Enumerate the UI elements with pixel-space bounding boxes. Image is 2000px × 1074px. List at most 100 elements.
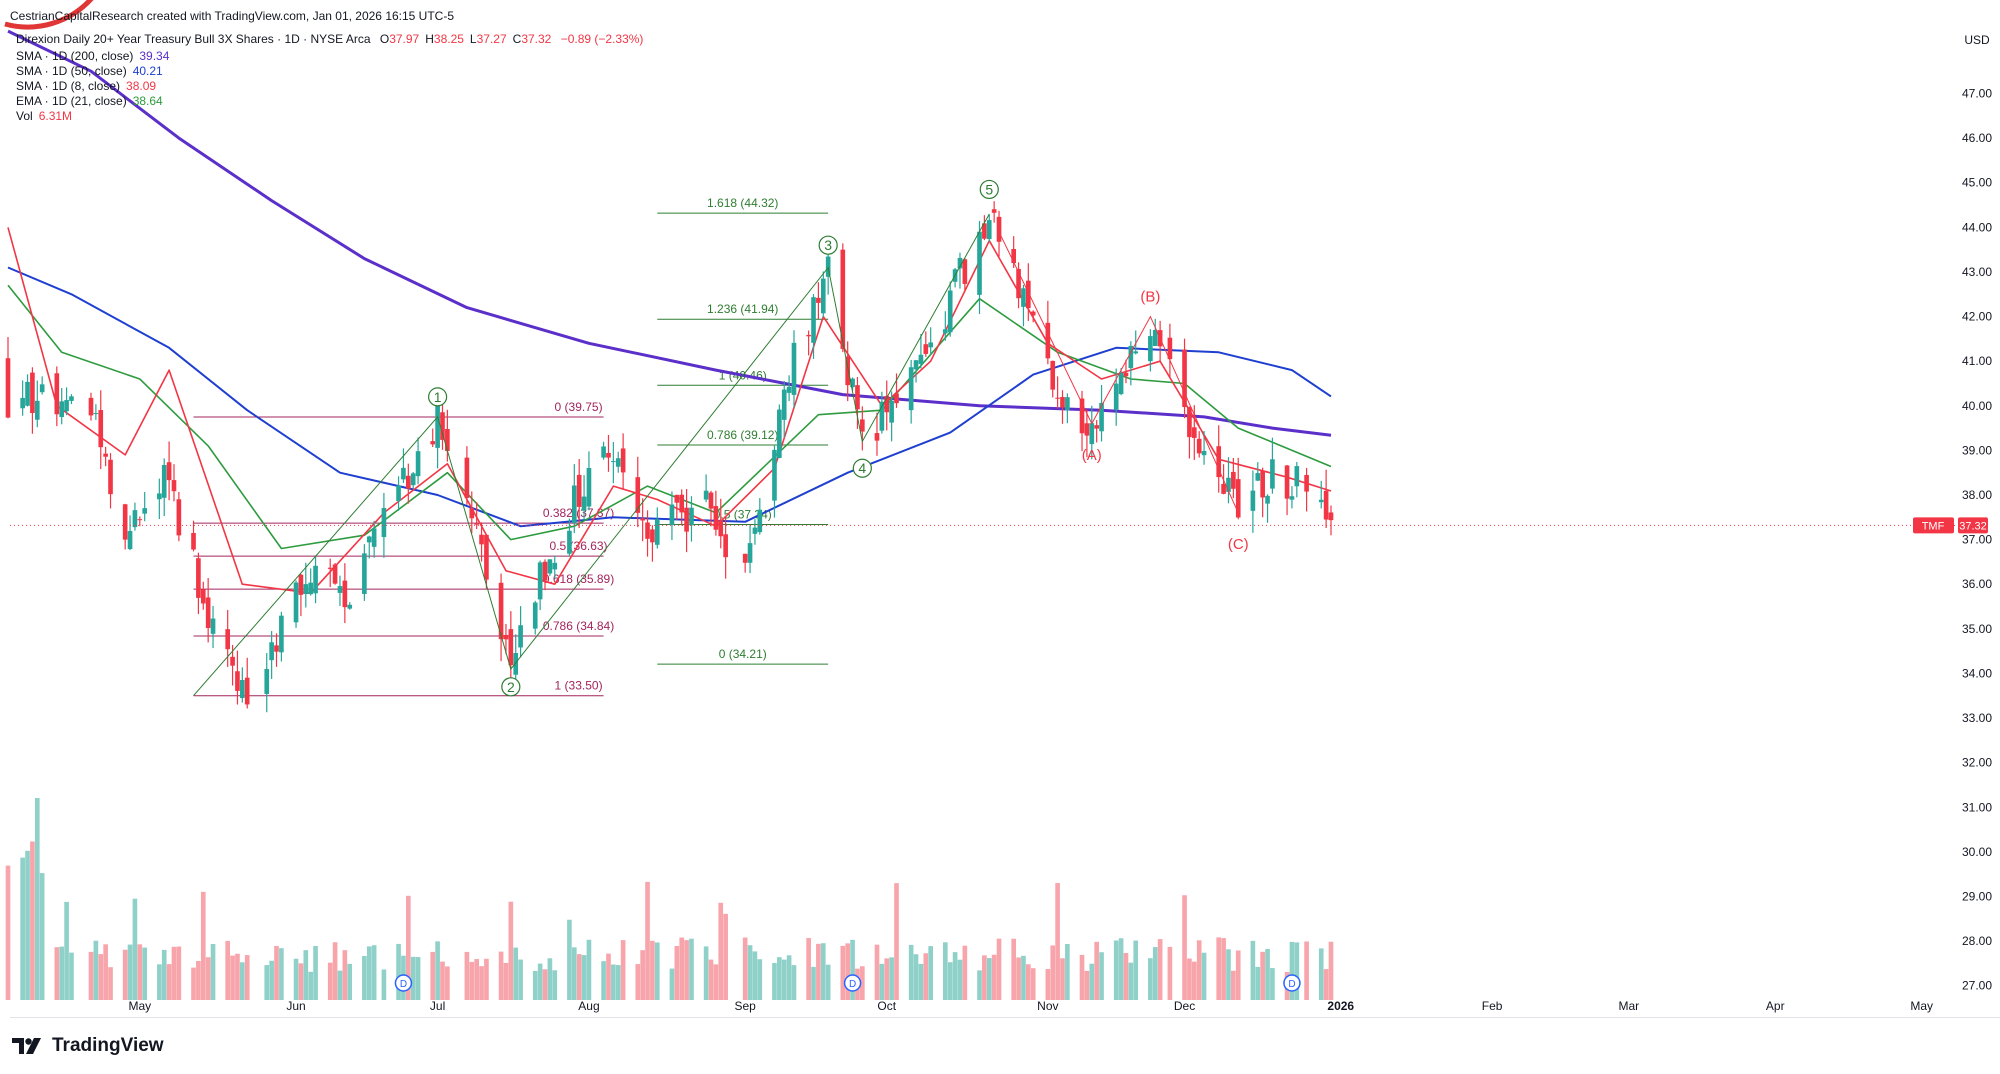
volume-bar xyxy=(791,965,797,1000)
time-axis-label: Dec xyxy=(1174,999,1195,1013)
price-axis[interactable]: USD 47.00 46.00 45.00 44.00 43.00 42.00 41.00 40… xyxy=(1913,0,2000,1018)
volume-bar xyxy=(586,939,592,1000)
fib-retracements: 0 (39.75)0.382 (37.37)0.5 (36.63)0.618 (… xyxy=(193,196,829,697)
volume-bar xyxy=(645,881,650,1000)
candle xyxy=(645,522,650,539)
candle xyxy=(1128,345,1134,369)
volume-bar xyxy=(1045,969,1051,1000)
volume-bar xyxy=(293,958,299,1000)
volume-bar xyxy=(650,940,655,1000)
wave-label-circle xyxy=(852,458,872,478)
candle xyxy=(806,334,811,337)
volume-bar xyxy=(825,964,831,1000)
volume-bar xyxy=(1196,940,1202,1000)
candle xyxy=(860,419,865,432)
volume-bar xyxy=(191,967,196,1000)
volume-bar xyxy=(547,958,553,1000)
time-axis-label: May xyxy=(128,999,151,1013)
correction-wave-path xyxy=(998,231,1239,514)
indicator-row[interactable]: SMA · 1D (200, close) 39.34 xyxy=(16,49,169,64)
candle xyxy=(1011,248,1016,264)
indicator-row[interactable]: Vol 6.31M xyxy=(16,109,72,124)
indicator-label: SMA · 1D (50, close) xyxy=(16,64,127,78)
volume-bar xyxy=(718,902,724,1000)
candle xyxy=(889,400,894,423)
candle xyxy=(5,358,11,418)
candle xyxy=(1079,398,1085,434)
candle xyxy=(713,506,719,530)
volume-bar xyxy=(362,956,367,1000)
candle xyxy=(142,508,148,514)
candle xyxy=(542,561,548,581)
volume-bar xyxy=(806,938,811,1000)
volume-bar xyxy=(571,947,577,1000)
candle xyxy=(601,446,606,458)
price-axis-tick: 32.00 xyxy=(1962,756,1992,770)
candle xyxy=(991,209,997,213)
dividend-marker[interactable] xyxy=(394,974,413,992)
volume-bar xyxy=(410,956,416,1000)
volume-bar xyxy=(308,971,313,1000)
volume-bar xyxy=(957,959,963,1000)
volume-bar xyxy=(371,945,377,1000)
volume-bar xyxy=(913,954,919,1000)
candle xyxy=(1118,373,1124,395)
dividend-marker[interactable] xyxy=(1283,974,1301,992)
ohlc-key: C xyxy=(512,32,522,46)
volume-bar xyxy=(508,901,514,1000)
candle xyxy=(240,680,245,699)
candle xyxy=(977,231,982,295)
volume-bar xyxy=(88,951,94,1000)
dividend-marker[interactable] xyxy=(843,974,862,992)
candle xyxy=(1265,495,1270,504)
candle xyxy=(1094,425,1099,429)
volume-bar xyxy=(654,942,660,1000)
volume-bar xyxy=(943,942,948,1000)
candle xyxy=(137,519,143,521)
candle xyxy=(1323,490,1329,520)
volume-bar xyxy=(59,946,65,1000)
volume-bar xyxy=(498,951,504,1000)
wave-label-circle xyxy=(818,235,838,255)
candle xyxy=(279,615,284,653)
volume-bar xyxy=(1157,939,1163,1000)
volume-bar xyxy=(69,952,74,1000)
indicator-row[interactable]: SMA · 1D (50, close) 40.21 xyxy=(16,64,163,79)
symbol-title: Direxion Daily 20+ Year Treasury Bull 3X… xyxy=(16,32,371,46)
tradingview-logo[interactable]: TradingView xyxy=(12,1035,164,1057)
candle xyxy=(464,457,470,498)
volume-bar xyxy=(606,953,611,1000)
candle xyxy=(108,459,113,495)
price-axis-tick: 38.00 xyxy=(1962,488,1992,502)
time-axis[interactable]: May Jun Jul Aug Sep Oct Nov Dec 2026 Feb Mar Apr May xyxy=(128,999,1933,1013)
volume-bar xyxy=(171,946,177,1000)
wave-label: (A) xyxy=(1082,447,1102,464)
candle xyxy=(816,297,821,303)
candle xyxy=(39,384,45,393)
volume-bar xyxy=(1011,938,1016,1000)
volume-bar xyxy=(894,883,899,1000)
price-axis-tick: 28.00 xyxy=(1962,934,1992,948)
candle xyxy=(200,589,206,604)
candle xyxy=(982,223,987,239)
price-axis-tick: 27.00 xyxy=(1962,979,1992,993)
volume-bar xyxy=(1289,941,1295,1000)
tradingview-logo-text: TradingView xyxy=(52,1035,164,1056)
volume-bar xyxy=(1260,951,1265,1000)
indicator-row[interactable]: SMA · 1D (8, close) 38.09 xyxy=(16,79,156,94)
volume-bar xyxy=(674,945,680,1000)
time-axis-label: May xyxy=(1910,999,1933,1013)
volume-bar xyxy=(342,950,348,1000)
volume-bar xyxy=(244,955,250,1000)
candle xyxy=(1216,446,1222,478)
time-axis-label: Oct xyxy=(877,999,896,1013)
candle xyxy=(1084,423,1090,436)
indicator-row[interactable]: EMA · 1D (21, close) 38.64 xyxy=(16,94,163,109)
volume-bar xyxy=(235,953,240,1000)
time-axis-label: 2026 xyxy=(1327,999,1354,1013)
price-chart[interactable]: 0 (39.75)0.382 (37.37)0.5 (36.63)0.618 (… xyxy=(0,0,2000,1018)
volume-bar xyxy=(137,944,143,1000)
candle xyxy=(640,518,645,521)
candle xyxy=(674,494,680,503)
